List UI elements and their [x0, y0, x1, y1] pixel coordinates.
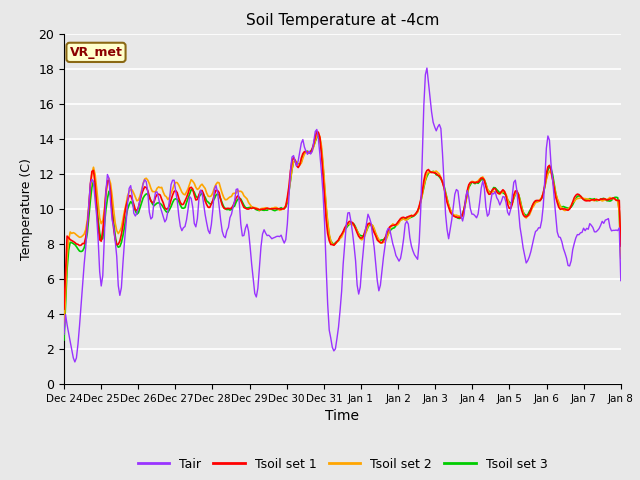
Text: VR_met: VR_met: [70, 46, 122, 59]
Legend: Tair, Tsoil set 1, Tsoil set 2, Tsoil set 3: Tair, Tsoil set 1, Tsoil set 2, Tsoil se…: [132, 453, 552, 476]
Y-axis label: Temperature (C): Temperature (C): [20, 158, 33, 260]
Title: Soil Temperature at -4cm: Soil Temperature at -4cm: [246, 13, 439, 28]
X-axis label: Time: Time: [325, 409, 360, 423]
